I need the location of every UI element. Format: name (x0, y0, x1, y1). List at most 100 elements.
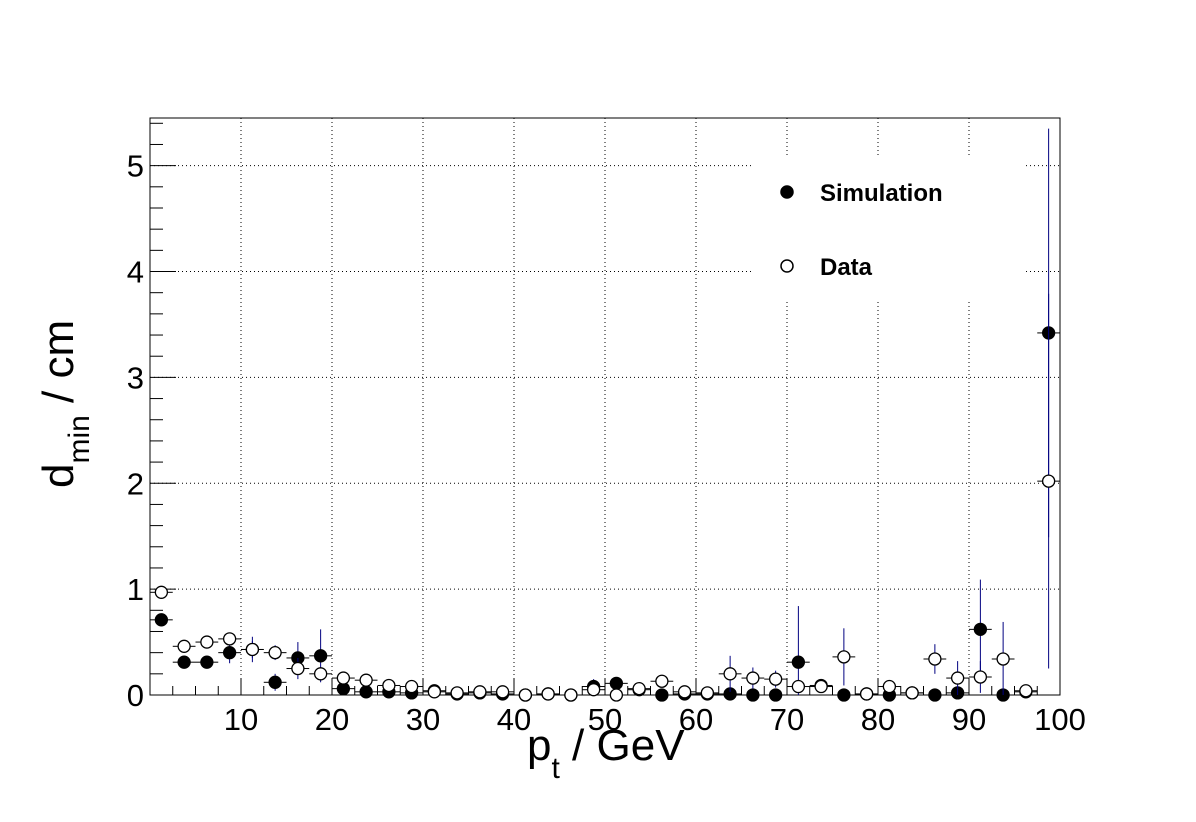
simulation-marker (177, 655, 191, 669)
data-point (764, 670, 787, 688)
legend-simulation-label: Simulation (820, 180, 943, 207)
data-point (741, 688, 765, 702)
data-point (195, 655, 219, 669)
simulation-marker (655, 688, 669, 702)
data-marker (154, 585, 169, 599)
data-marker (495, 685, 510, 699)
data-point (855, 687, 878, 701)
data-marker (859, 687, 874, 701)
data-point (286, 657, 310, 680)
data-point (491, 685, 514, 699)
legend-simulation-marker (780, 185, 794, 199)
legend-data-marker (780, 259, 794, 273)
data-point (172, 655, 196, 669)
data-marker (791, 679, 806, 694)
data-point (354, 685, 378, 699)
x-axis-title-main: p (527, 721, 551, 770)
data-marker (814, 679, 828, 694)
data-point (650, 674, 674, 688)
legend: Simulation Data (753, 158, 1023, 302)
data-point (991, 621, 1015, 695)
data-point (218, 632, 241, 646)
data-point (900, 686, 924, 700)
data-marker (382, 678, 396, 693)
x-tick-label: 40 (497, 702, 531, 737)
data-marker (677, 685, 692, 699)
data-point (332, 681, 355, 696)
y-axis-title-subscript: min (63, 415, 96, 463)
data-marker (973, 670, 988, 684)
data-marker (996, 652, 1010, 666)
simulation-marker (791, 655, 806, 669)
data-marker (450, 686, 464, 700)
x-tick-label: 30 (406, 702, 440, 737)
data-point (627, 681, 651, 696)
data-marker (905, 686, 919, 700)
data-point (923, 688, 947, 702)
data-marker (837, 650, 851, 664)
data-marker (222, 632, 237, 646)
simulation-marker (746, 688, 760, 702)
simulation-marker (768, 688, 783, 702)
data-marker (200, 635, 214, 649)
data-point (718, 655, 742, 692)
data-marker (359, 673, 373, 687)
data-series (150, 128, 1060, 702)
simulation-marker (222, 646, 237, 660)
simulation-marker (268, 675, 282, 689)
data-point (605, 688, 628, 702)
data-marker (564, 688, 578, 702)
data-marker (928, 652, 942, 666)
x-tick-label: 90 (952, 702, 986, 737)
data-point (969, 661, 992, 693)
y-tick-label: 3 (127, 360, 144, 395)
data-marker (313, 667, 328, 681)
data-point (878, 679, 901, 694)
data-point (787, 679, 810, 694)
data-point (150, 585, 173, 599)
data-marker (177, 639, 191, 653)
data-point (354, 673, 378, 687)
y-axis-title: dmin / cm (34, 320, 96, 488)
data-point (946, 661, 969, 695)
x-tick-label: 20 (315, 702, 349, 737)
data-point (832, 628, 856, 686)
data-marker (632, 681, 646, 696)
data-marker (700, 686, 715, 700)
series-data (150, 293, 1060, 702)
data-marker (1019, 684, 1033, 698)
data-marker (427, 685, 442, 699)
y-tick-label: 0 (127, 678, 144, 713)
legend-data-label: Data (820, 254, 873, 281)
data-point (969, 579, 992, 680)
data-marker (609, 688, 624, 702)
data-marker (404, 679, 419, 694)
data-marker (950, 671, 965, 685)
data-point (764, 688, 787, 702)
simulation-marker (154, 613, 169, 627)
x-tick-label: 80 (861, 702, 895, 737)
data-marker (586, 683, 601, 697)
simulation-marker (928, 688, 942, 702)
data-point (423, 685, 446, 699)
y-tick-label: 5 (127, 149, 144, 184)
data-point (263, 645, 287, 661)
data-marker (541, 687, 555, 701)
x-tick-label: 100 (1034, 702, 1086, 737)
data-point (514, 688, 537, 702)
data-point (673, 685, 696, 699)
y-axis-title-unit: / cm (34, 320, 83, 415)
y-tick-label: 4 (127, 255, 144, 290)
data-marker (291, 661, 305, 676)
data-point (741, 667, 765, 689)
x-axis-title-unit: / GeV (560, 721, 685, 770)
x-axis-title: pt / GeV (527, 721, 685, 785)
data-marker (473, 685, 487, 699)
data-point (582, 683, 605, 697)
simulation-marker (200, 655, 214, 669)
data-point (832, 688, 856, 702)
data-point (309, 629, 332, 683)
y-axis-title-main: d (34, 464, 83, 488)
